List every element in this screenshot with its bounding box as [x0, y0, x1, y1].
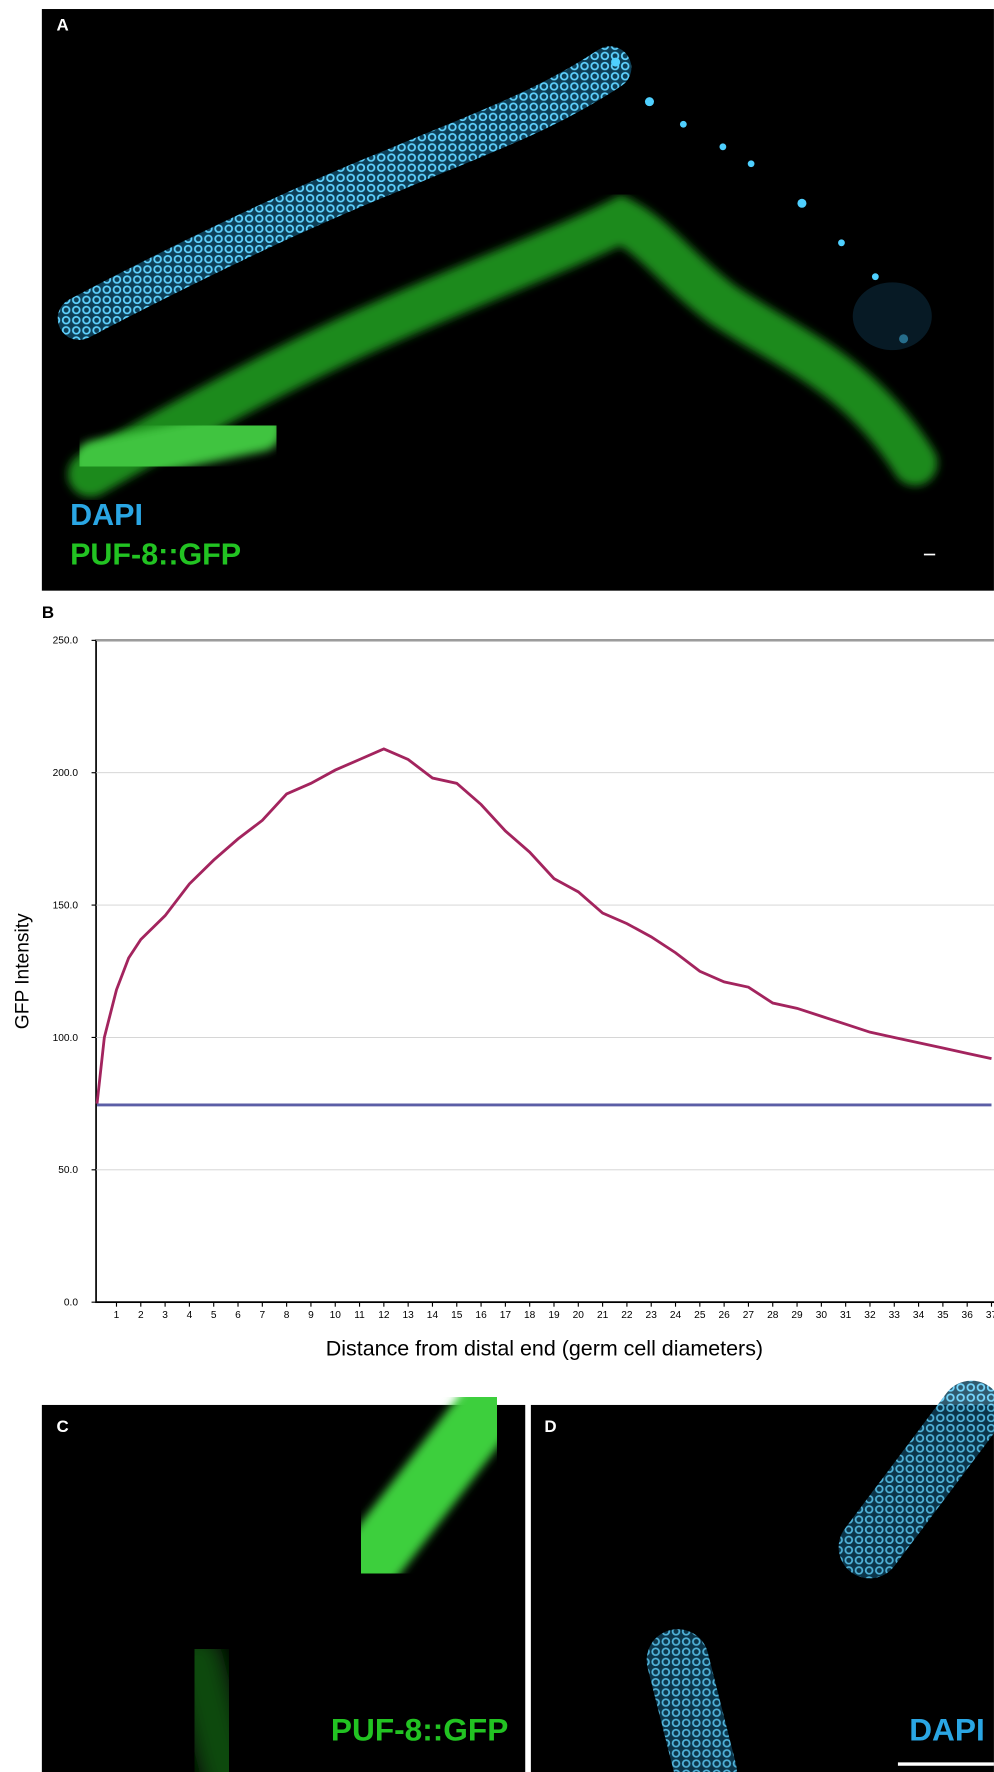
- y-tick-label: 50.0: [58, 1165, 78, 1176]
- x-tick-label: 14: [427, 1310, 439, 1321]
- x-tick-label: 27: [743, 1310, 755, 1321]
- x-tick-label: 34: [913, 1310, 925, 1321]
- y-tick-label: 200.0: [53, 768, 79, 779]
- x-tick-label: 7: [259, 1310, 265, 1321]
- gfp-gonad: [67, 194, 938, 497]
- panel-b: B Distance from distal end (germ cell di…: [12, 603, 994, 1360]
- x-tick-label: 31: [840, 1310, 852, 1321]
- x-tick-label: 29: [791, 1310, 803, 1321]
- x-tick-label: 28: [767, 1310, 779, 1321]
- x-tick-label: 21: [597, 1310, 609, 1321]
- legend-dapi: DAPI: [70, 498, 143, 532]
- x-tick-label: 5: [211, 1310, 217, 1321]
- y-tick-label: 150.0: [53, 900, 79, 911]
- y-tick-label: 100.0: [53, 1033, 79, 1044]
- x-tick-label: 2: [138, 1310, 144, 1321]
- y-tick-label: 250.0: [53, 636, 79, 647]
- legend-gfp: PUF-8::GFP: [70, 538, 241, 572]
- x-tick-label: 26: [718, 1310, 730, 1321]
- dapi-gonad-lower: [646, 1629, 737, 1772]
- x-tick-label: 6: [235, 1310, 241, 1321]
- x-tick-label: 18: [524, 1310, 536, 1321]
- gfp-gonad: [341, 1380, 517, 1590]
- x-tick-label: 1: [114, 1310, 120, 1321]
- x-tick-label: 8: [284, 1310, 290, 1321]
- x-tick-label: 4: [187, 1310, 193, 1321]
- x-tick-label: 3: [162, 1310, 168, 1321]
- x-tick-label: 30: [816, 1310, 828, 1321]
- caption: PUF-8::GFP: [331, 1711, 508, 1747]
- gfp-distal: [73, 406, 283, 486]
- x-tick-label: 20: [573, 1310, 585, 1321]
- x-tick-label: 35: [937, 1310, 949, 1321]
- x-tick-label: 16: [475, 1310, 487, 1321]
- gfp-gonad-faint: [172, 1634, 252, 1772]
- x-tick-label: 23: [646, 1310, 658, 1321]
- x-tick-label: 12: [378, 1310, 390, 1321]
- x-tick-label: 10: [330, 1310, 342, 1321]
- x-tick-label: 37: [986, 1310, 994, 1321]
- dapi-gonad: [57, 46, 632, 340]
- y-axis-label: GFP Intensity: [12, 913, 33, 1029]
- panel-label: A: [57, 15, 69, 34]
- x-tick-label: 25: [694, 1310, 706, 1321]
- x-tick-label: 17: [500, 1310, 512, 1321]
- x-tick-label: 15: [451, 1310, 463, 1321]
- y-tick-label: 0.0: [64, 1298, 78, 1309]
- x-axis-label: Distance from distal end (germ cell diam…: [326, 1336, 763, 1360]
- x-tick-label: 19: [548, 1310, 560, 1321]
- panel-label: B: [42, 603, 54, 622]
- x-tick-label: 36: [962, 1310, 974, 1321]
- x-tick-label: 13: [403, 1310, 415, 1321]
- x-tick-label: 9: [308, 1310, 314, 1321]
- dapi-proximal: [852, 282, 932, 351]
- plot-area: [95, 639, 994, 1304]
- series-line: [95, 747, 992, 1104]
- dapi-gonad: [838, 1380, 994, 1579]
- x-tick-label: 32: [864, 1310, 876, 1321]
- panel-label: C: [57, 1417, 69, 1436]
- x-tick-label: 33: [889, 1310, 901, 1321]
- panel-d: D DAPI: [530, 1380, 994, 1772]
- x-tick-label: 24: [670, 1310, 682, 1321]
- x-tick-label: 22: [621, 1310, 633, 1321]
- caption: DAPI: [909, 1711, 985, 1747]
- x-tick-label: 11: [354, 1310, 365, 1321]
- panel-a: A DAPI PUF-8::GFP: [41, 9, 994, 591]
- panel-c: C PUF-8::GFP: [41, 1380, 526, 1772]
- panel-label: D: [544, 1417, 556, 1436]
